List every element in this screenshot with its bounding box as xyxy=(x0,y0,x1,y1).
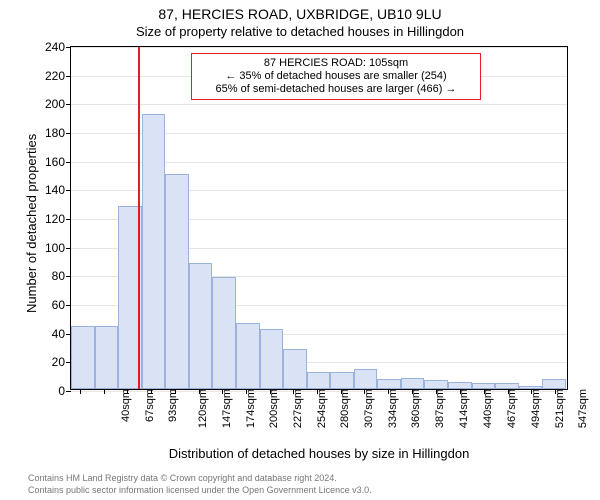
ytick-label: 200 xyxy=(45,97,71,111)
ytick-label: 220 xyxy=(45,69,71,83)
histogram-bar xyxy=(95,326,119,389)
xtick-label: 67sqm xyxy=(142,389,156,422)
chart-container: 0 20 40 60 80 100 120 140 160 180 200 220 240 40sqm 67… xyxy=(0,0,600,500)
xtick-label: 521sqm xyxy=(552,389,566,428)
xtick-mark xyxy=(151,389,152,394)
x-axis-title: Distribution of detached houses by size … xyxy=(70,446,568,461)
xtick-label: 120sqm xyxy=(195,389,209,428)
histogram-bar xyxy=(71,326,95,389)
histogram-bar xyxy=(354,369,378,389)
gridline-h xyxy=(71,47,567,48)
xtick-mark xyxy=(127,389,128,394)
xtick-label: 174sqm xyxy=(243,389,257,428)
xtick-mark xyxy=(436,389,437,394)
histogram-bar xyxy=(377,379,401,389)
xtick-label: 227sqm xyxy=(290,389,304,428)
plot-area: 02040608010012014016018020022024040sqm67… xyxy=(70,46,568,390)
ytick-label: 100 xyxy=(45,241,71,255)
xtick-mark xyxy=(199,389,200,394)
xtick-mark xyxy=(317,389,318,394)
xtick-label: 307sqm xyxy=(361,389,375,428)
histogram-bar xyxy=(236,323,260,389)
property-size-marker xyxy=(138,47,140,389)
ytick-label: 80 xyxy=(52,269,71,283)
xtick-label: 200sqm xyxy=(266,389,280,428)
xtick-label: 387sqm xyxy=(433,389,447,428)
xtick-mark xyxy=(175,389,176,394)
ytick-label: 160 xyxy=(45,155,71,169)
histogram-bar xyxy=(330,372,354,389)
ytick-label: 180 xyxy=(45,126,71,140)
histogram-bar xyxy=(283,349,307,389)
xtick-label: 40sqm xyxy=(118,389,132,422)
xtick-label: 254sqm xyxy=(314,389,328,428)
xtick-mark xyxy=(104,389,105,394)
xtick-label: 414sqm xyxy=(457,389,471,428)
histogram-bar xyxy=(307,372,331,389)
footer-line1: Contains HM Land Registry data © Crown c… xyxy=(28,472,600,484)
footer-attribution: Contains HM Land Registry data © Crown c… xyxy=(0,472,600,496)
ytick-label: 0 xyxy=(58,384,71,398)
xtick-mark xyxy=(484,389,485,394)
ytick-label: 240 xyxy=(45,40,71,54)
xtick-mark xyxy=(293,389,294,394)
xtick-label: 280sqm xyxy=(337,389,351,428)
xtick-mark xyxy=(270,389,271,394)
xtick-mark xyxy=(531,389,532,394)
annotation-line: ← 35% of detached houses are smaller (25… xyxy=(200,70,472,83)
xtick-mark xyxy=(412,389,413,394)
xtick-label: 93sqm xyxy=(165,389,179,422)
xtick-mark xyxy=(508,389,509,394)
xtick-label: 334sqm xyxy=(385,389,399,428)
histogram-bar xyxy=(448,382,472,389)
xtick-mark xyxy=(80,389,81,394)
xtick-mark xyxy=(388,389,389,394)
xtick-label: 440sqm xyxy=(480,389,494,428)
histogram-bar xyxy=(542,379,566,389)
ytick-label: 40 xyxy=(52,327,71,341)
xtick-mark xyxy=(555,389,556,394)
xtick-mark xyxy=(341,389,342,394)
histogram-bar xyxy=(401,378,425,389)
ytick-label: 140 xyxy=(45,183,71,197)
annotation-line: 65% of semi-detached houses are larger (… xyxy=(200,83,472,96)
histogram-bar xyxy=(424,380,448,389)
ytick-label: 120 xyxy=(45,212,71,226)
xtick-mark xyxy=(222,389,223,394)
ytick-label: 60 xyxy=(52,298,71,312)
histogram-bar xyxy=(165,174,189,389)
xtick-label: 147sqm xyxy=(219,389,233,428)
histogram-bar xyxy=(189,263,213,389)
xtick-label: 467sqm xyxy=(504,389,518,428)
xtick-mark xyxy=(460,389,461,394)
annotation-box: 87 HERCIES ROAD: 105sqm← 35% of detached… xyxy=(191,53,481,100)
xtick-mark xyxy=(364,389,365,394)
y-axis-title: Number of detached properties xyxy=(24,134,39,313)
ytick-label: 20 xyxy=(52,355,71,369)
histogram-bar xyxy=(142,114,166,389)
annotation-line: 87 HERCIES ROAD: 105sqm xyxy=(200,57,472,70)
xtick-mark xyxy=(246,389,247,394)
footer-line2: Contains public sector information licen… xyxy=(28,484,600,496)
histogram-bar xyxy=(212,277,236,389)
gridline-h xyxy=(71,104,567,105)
histogram-bar xyxy=(260,329,284,389)
xtick-label: 547sqm xyxy=(575,389,589,428)
xtick-label: 360sqm xyxy=(409,389,423,428)
xtick-label: 494sqm xyxy=(528,389,542,428)
